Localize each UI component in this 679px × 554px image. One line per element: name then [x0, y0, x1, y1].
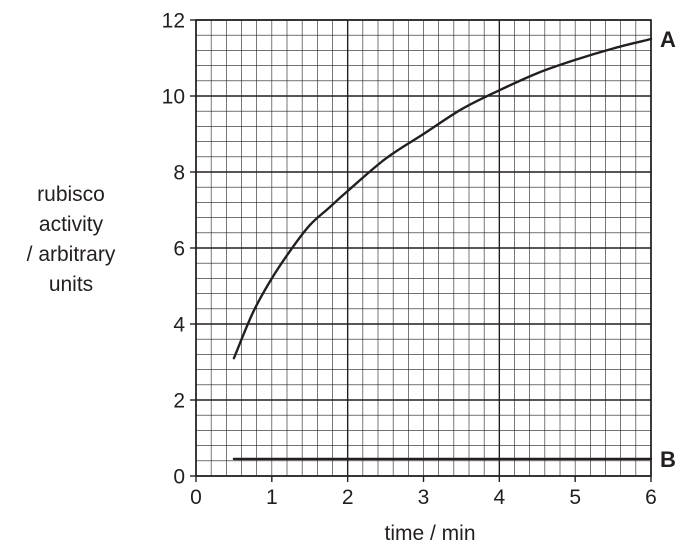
x-axis-label: time / min	[384, 522, 476, 545]
x-tick-label: 4	[493, 486, 505, 509]
x-tick-label: 6	[645, 486, 657, 509]
y-tick-label: 8	[173, 162, 185, 185]
y-axis-label-line-2: activity	[38, 213, 104, 236]
x-tick-label: 3	[418, 486, 430, 509]
y-axis-label-line-1: rubisco	[37, 183, 105, 206]
y-axis-label-line-4: units	[48, 273, 94, 296]
series-lines	[232, 37, 653, 461]
y-tick-label: 12	[162, 10, 185, 33]
y-tick-label: 4	[173, 314, 185, 337]
y-tick-label: 6	[173, 238, 185, 261]
x-tick-label: 0	[190, 486, 202, 509]
series-line-a	[232, 37, 653, 360]
y-axis-label-line-3: / arbitrary	[26, 243, 116, 266]
y-axis-label: rubisco activity / arbitrary units	[0, 180, 142, 300]
series-label-a: A	[660, 27, 676, 52]
x-tick-label: 5	[569, 486, 581, 509]
y-tick-label: 10	[162, 86, 185, 109]
x-tick-label: 1	[266, 486, 278, 509]
y-tick-label: 2	[173, 390, 185, 413]
y-tick-label: 0	[173, 466, 185, 489]
series-label-b: B	[660, 447, 676, 472]
series-labels: AB	[660, 27, 676, 472]
x-tick-label: 2	[342, 486, 354, 509]
